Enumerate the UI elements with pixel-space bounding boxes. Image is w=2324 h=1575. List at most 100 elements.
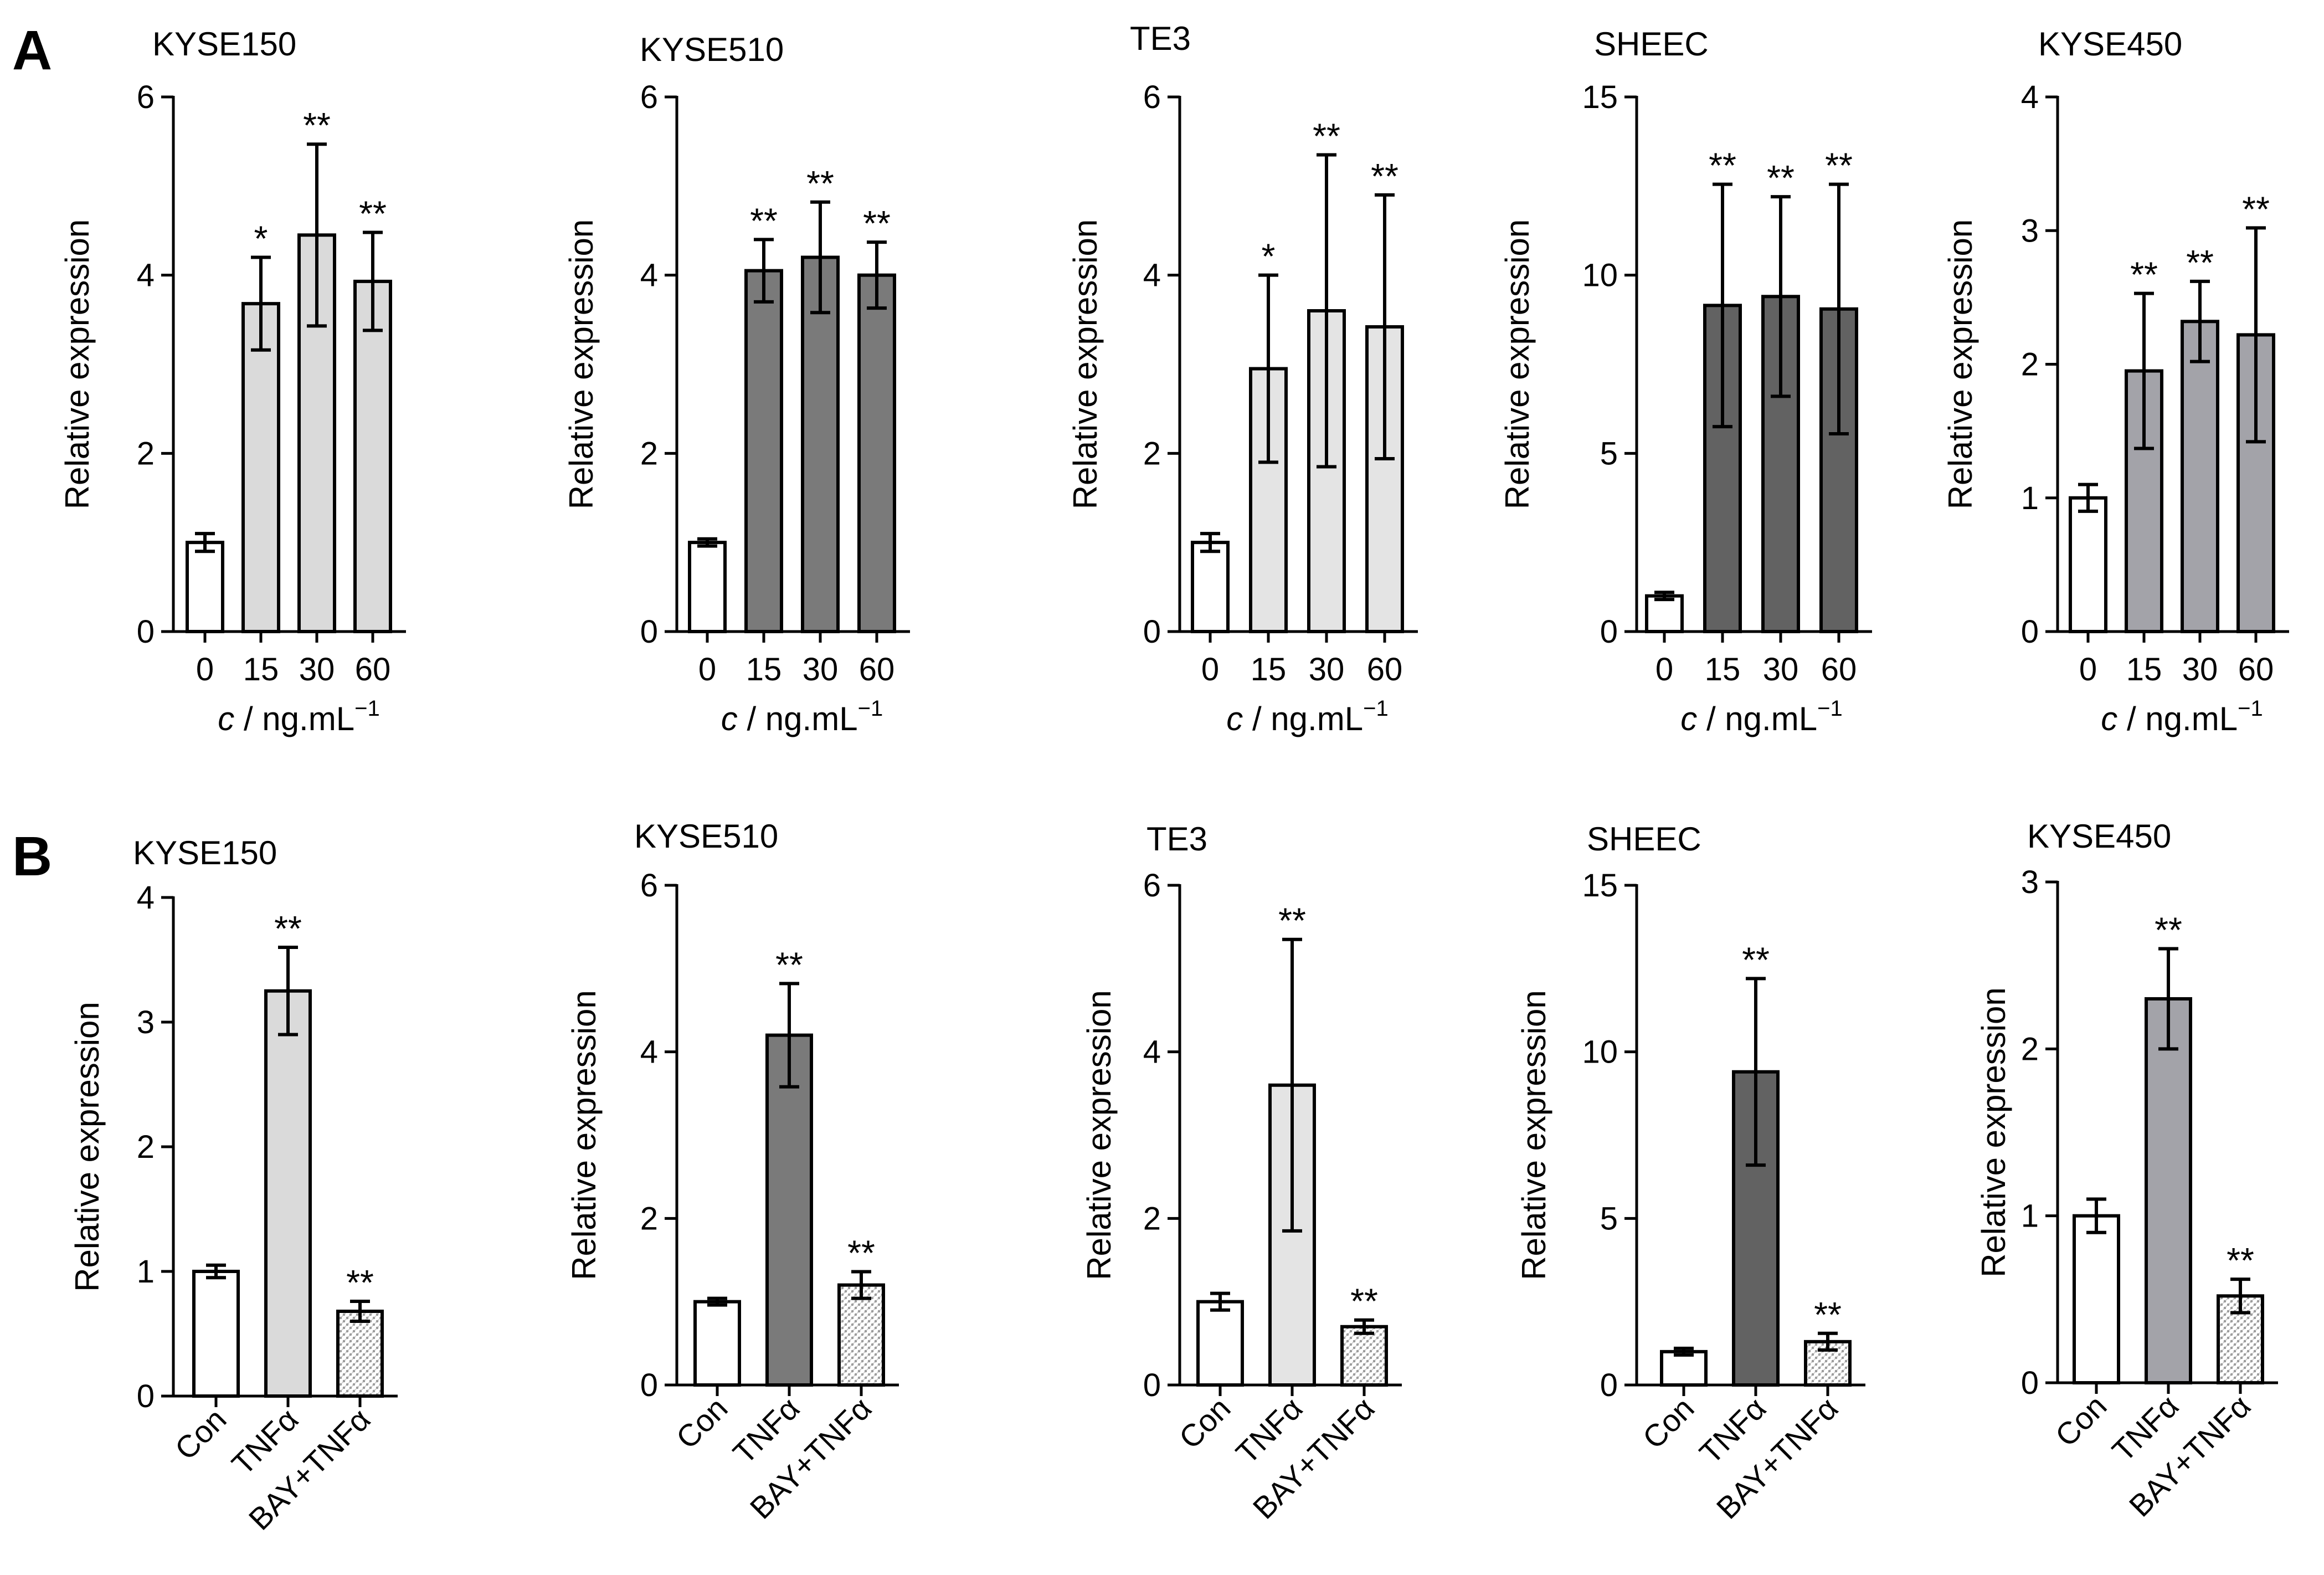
y-axis-label: Relative expression (1499, 219, 1536, 510)
y-tick-label: 0 (2021, 1365, 2039, 1401)
bar (837, 1283, 885, 1387)
y-axis-label: Relative expression (1067, 219, 1104, 510)
x-tick-label: 0 (2079, 651, 2097, 688)
x-tick-label: 15 (243, 651, 279, 688)
y-tick-label: 15 (1582, 868, 1618, 904)
y-tick-label: 3 (2021, 864, 2039, 900)
y-tick-label: 10 (1582, 1034, 1618, 1070)
chart-title: SHEEC (1594, 25, 1709, 63)
significance-label: ** (1814, 1295, 1842, 1335)
significance-label: ** (274, 909, 302, 948)
x-axis-unit: / ng.mL (1243, 700, 1363, 737)
y-axis-label: Relative expression (1975, 987, 2012, 1278)
x-axis-variable: c (218, 700, 234, 737)
bar (2069, 496, 2107, 633)
y-tick-label: 0 (137, 614, 155, 650)
x-tick-label: 15 (1705, 651, 1741, 688)
significance-label: ** (1709, 146, 1736, 186)
x-axis-label: c / ng.mL−1 (218, 696, 379, 737)
x-tick-label: 30 (1309, 651, 1345, 688)
y-tick-label: 1 (2021, 480, 2039, 516)
significance-label: * (1262, 237, 1276, 276)
y-axis-label: Relative expression (1081, 990, 1118, 1280)
y-tick-label: 4 (1143, 258, 1161, 294)
significance-label: ** (1350, 1281, 1378, 1321)
x-tick-label: 60 (1821, 651, 1857, 688)
chart-title: TE3 (1130, 20, 1191, 57)
x-axis-label: c / ng.mL−1 (1226, 696, 1388, 737)
x-axis-label: c / ng.mL−1 (1680, 696, 1842, 737)
x-axis-unit-exponent: −1 (858, 696, 883, 721)
y-tick-label: 0 (137, 1378, 155, 1414)
x-tick-label: 30 (803, 651, 839, 688)
y-tick-label: 0 (640, 614, 658, 650)
y-tick-label: 4 (137, 258, 155, 294)
bar (688, 541, 727, 634)
significance-label: ** (346, 1263, 374, 1302)
y-tick-label: 0 (2021, 614, 2039, 650)
y-tick-label: 15 (1582, 79, 1618, 115)
y-axis-label: Relative expression (69, 1002, 106, 1292)
x-axis-unit-exponent: −1 (2238, 696, 2263, 721)
x-tick-label: 0 (698, 651, 716, 688)
bar (693, 1300, 741, 1387)
y-tick-label: 4 (137, 880, 155, 916)
x-axis-label: c / ng.mL−1 (2101, 696, 2263, 737)
chart-a-sheec: SHEEC 0 5 10 15 Relative expression 0 ** 15 ** 30 *… (1499, 25, 1872, 737)
y-tick-label: 1 (137, 1254, 155, 1290)
x-tick-label: 60 (355, 651, 391, 688)
y-tick-label: 3 (137, 1004, 155, 1040)
y-tick-label: 6 (1143, 868, 1161, 904)
y-tick-label: 2 (1143, 435, 1161, 471)
significance-label: ** (2242, 189, 2270, 229)
x-tick-label: 60 (859, 651, 895, 688)
x-tick-label: 60 (1367, 651, 1403, 688)
y-tick-label: 0 (1143, 1367, 1161, 1403)
x-axis-variable: c (2101, 700, 2117, 737)
chart-title: KYSE150 (133, 834, 277, 871)
bar (1660, 1350, 1708, 1387)
x-axis-unit-exponent: −1 (1363, 696, 1389, 721)
y-tick-label: 0 (1600, 614, 1618, 650)
significance-label: ** (806, 163, 834, 203)
x-tick-label: Con (1172, 1391, 1237, 1455)
bar (336, 1310, 384, 1398)
significance-label: ** (359, 193, 387, 233)
bar (241, 302, 280, 633)
y-tick-label: 6 (640, 79, 658, 115)
significance-label: ** (2186, 243, 2214, 283)
chart-title: KYSE510 (634, 818, 778, 855)
y-tick-label: 5 (1600, 435, 1618, 471)
x-tick-label: Con (2048, 1388, 2113, 1453)
y-tick-label: 2 (2021, 1031, 2039, 1067)
y-tick-label: 6 (1143, 79, 1161, 115)
bar (1645, 594, 1684, 633)
x-axis-unit: / ng.mL (2117, 700, 2238, 737)
x-axis-variable: c (1680, 700, 1697, 737)
x-tick-label: 60 (2238, 651, 2274, 688)
x-axis-unit-exponent: −1 (1817, 696, 1843, 721)
x-tick-label: 15 (1251, 651, 1287, 688)
x-tick-label: 30 (2182, 651, 2218, 688)
bar (264, 989, 312, 1398)
y-tick-label: 2 (137, 1129, 155, 1165)
y-tick-label: 0 (1600, 1367, 1618, 1403)
chart-title: TE3 (1146, 820, 1207, 858)
y-tick-label: 0 (1143, 614, 1161, 650)
y-axis-label: Relative expression (565, 990, 603, 1280)
x-axis-unit: / ng.mL (738, 700, 858, 737)
y-tick-label: 2 (1143, 1201, 1161, 1237)
bar (744, 269, 783, 633)
bar (186, 541, 224, 634)
x-tick-label: 0 (196, 651, 214, 688)
y-axis-label: Relative expression (1942, 219, 1979, 510)
chart-title: KYSE150 (152, 25, 296, 63)
y-tick-label: 4 (640, 258, 658, 294)
x-tick-label: Con (1636, 1391, 1700, 1455)
bar (1196, 1300, 1244, 1387)
significance-label: ** (2227, 1240, 2254, 1280)
y-tick-label: 2 (640, 435, 658, 471)
